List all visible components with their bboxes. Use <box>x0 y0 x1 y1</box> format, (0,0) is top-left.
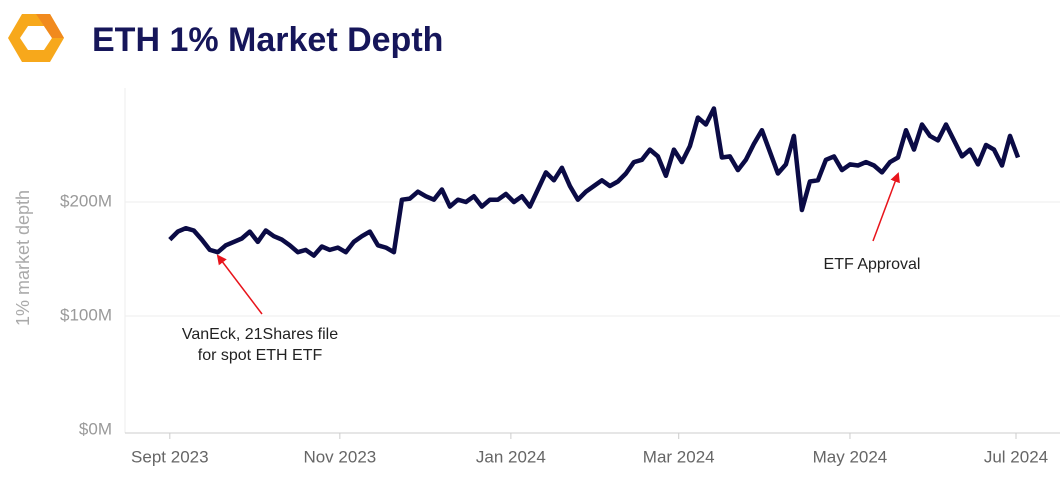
y-axis-label: 1% market depth <box>13 190 33 326</box>
x-tick-label: Jul 2024 <box>984 447 1048 466</box>
annotation-arrow <box>872 172 900 242</box>
annotation-arrow <box>216 254 263 315</box>
x-tick-label: May 2024 <box>813 447 888 466</box>
annotation: VanEck, 21Shares file <box>182 326 338 343</box>
annotation: for spot ETH ETF <box>198 347 323 364</box>
y-tick-label: $0M <box>79 419 112 438</box>
chart-title: ETH 1% Market Depth <box>92 21 443 59</box>
x-tick-label: Nov 2023 <box>303 447 376 466</box>
x-tick-label: Mar 2024 <box>643 447 715 466</box>
x-tick-label: Jan 2024 <box>476 447 546 466</box>
annotation: ETF Approval <box>824 256 921 273</box>
y-tick-label: $200M <box>60 191 112 210</box>
y-tick-label: $100M <box>60 305 112 324</box>
logo <box>8 14 64 62</box>
x-tick-label: Sept 2023 <box>131 447 209 466</box>
data-line <box>168 106 1021 258</box>
